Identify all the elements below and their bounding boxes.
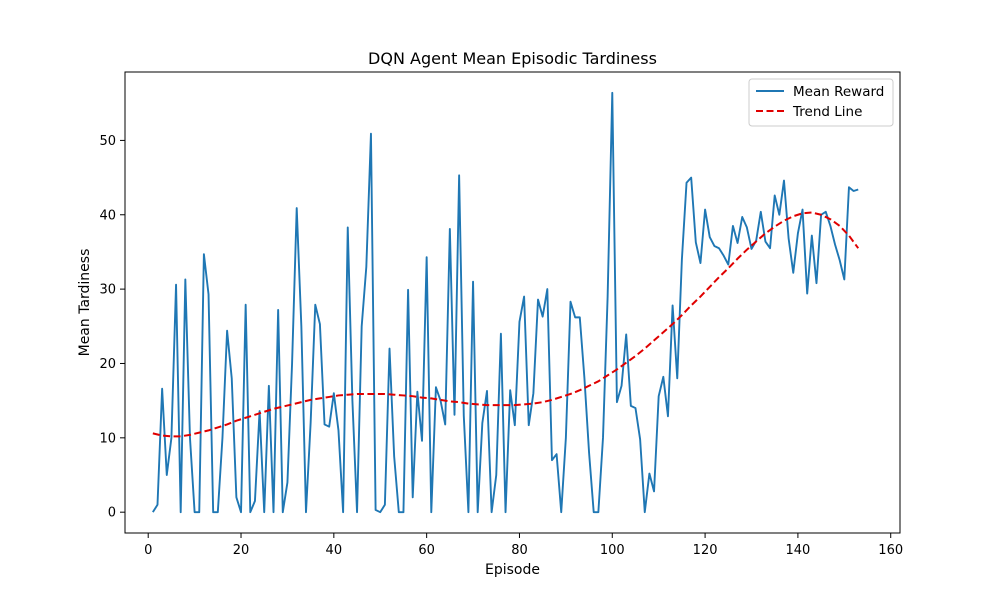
y-axis-ticks: 0 10 20 30 40 50 — [99, 134, 125, 521]
x-tick-label: 60 — [418, 543, 435, 558]
x-tick-label: 120 — [693, 543, 718, 558]
x-axis-ticks: 0 20 40 60 80 100 120 140 160 — [144, 533, 903, 558]
plot-area — [124, 71, 901, 534]
legend-label: Trend Line — [792, 104, 862, 120]
y-axis-label: Mean Tardiness — [77, 249, 93, 357]
x-tick-label: 0 — [144, 543, 152, 558]
x-tick-label: 100 — [600, 543, 625, 558]
series-line-trend-line — [152, 211, 860, 438]
x-tick-label: 140 — [785, 543, 810, 558]
chart-title: DQN Agent Mean Episodic Tardiness — [368, 49, 657, 68]
x-tick-label: 20 — [233, 543, 250, 558]
series-line-mean-reward — [152, 91, 859, 514]
y-tick-label: 10 — [99, 431, 116, 446]
legend-label: Mean Reward — [793, 84, 884, 100]
legend-box — [748, 78, 894, 127]
x-tick-label: 80 — [511, 543, 528, 558]
y-tick-label: 50 — [99, 134, 116, 149]
x-tick-label: 160 — [878, 543, 903, 558]
y-tick-label: 0 — [108, 506, 116, 521]
y-tick-label: 40 — [99, 208, 116, 223]
x-tick-label: 40 — [326, 543, 343, 558]
y-tick-label: 20 — [99, 357, 116, 372]
y-tick-label: 30 — [99, 283, 116, 298]
x-axis-label: Episode — [485, 562, 540, 578]
plot-frame — [124, 71, 901, 534]
legend: Mean Reward Trend Line — [748, 78, 894, 127]
